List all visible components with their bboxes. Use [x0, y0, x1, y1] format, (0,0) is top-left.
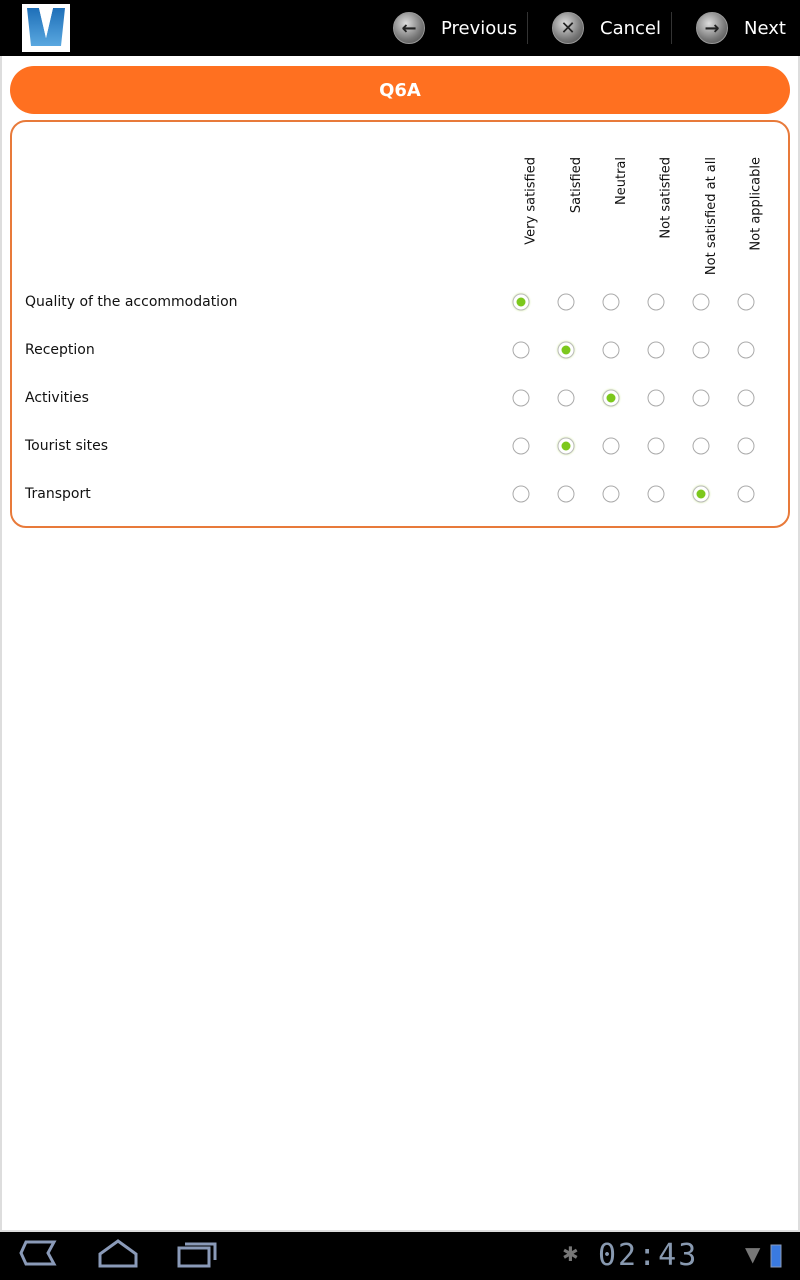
radio-button[interactable] — [602, 389, 620, 407]
radio-button[interactable] — [512, 485, 530, 503]
radio-button[interactable] — [692, 389, 710, 407]
radio-button[interactable] — [512, 389, 530, 407]
radio-button[interactable] — [557, 293, 575, 311]
divider — [527, 12, 528, 44]
column-label: Not applicable — [749, 157, 764, 251]
divider — [671, 12, 672, 44]
radio-button[interactable] — [602, 437, 620, 455]
recent-apps-icon[interactable] — [176, 1238, 220, 1275]
column-header: Not applicable — [744, 157, 764, 277]
battery-icon — [770, 1242, 782, 1275]
radio-button[interactable] — [602, 485, 620, 503]
row-label: Quality of the accommodation — [25, 294, 238, 310]
column-label: Not satisfied — [659, 157, 674, 239]
column-header: Neutral — [609, 157, 629, 277]
question-title: Q6A — [10, 66, 790, 114]
close-icon: ✕ — [552, 12, 584, 44]
radio-button[interactable] — [692, 437, 710, 455]
radio-button[interactable] — [737, 485, 755, 503]
radio-button[interactable] — [692, 485, 710, 503]
next-label: Next — [744, 17, 786, 39]
column-header: Not satisfied — [654, 157, 674, 277]
column-header: Very satisfied — [519, 157, 539, 277]
radio-button[interactable] — [737, 341, 755, 359]
radio-button[interactable] — [737, 437, 755, 455]
cancel-button[interactable]: ✕ Cancel — [552, 0, 661, 56]
radio-button[interactable] — [557, 485, 575, 503]
home-icon[interactable] — [96, 1238, 140, 1275]
column-label: Not satisfied at all — [704, 157, 719, 276]
radio-button[interactable] — [737, 389, 755, 407]
radio-button[interactable] — [602, 293, 620, 311]
row-label: Tourist sites — [25, 438, 109, 454]
app-logo — [22, 4, 70, 52]
radio-button[interactable] — [512, 293, 530, 311]
back-icon[interactable] — [18, 1238, 58, 1275]
radio-button[interactable] — [512, 341, 530, 359]
clock: 02:43 — [598, 1238, 699, 1273]
arrow-right-icon: → — [696, 12, 728, 44]
row-label: Transport — [25, 486, 91, 502]
column-label: Neutral — [614, 157, 629, 205]
content-area — [0, 56, 800, 1232]
row-label: Activities — [25, 390, 89, 406]
column-header: Satisfied — [564, 157, 584, 277]
radio-button[interactable] — [602, 341, 620, 359]
column-header: Not satisfied at all — [699, 157, 719, 277]
radio-button[interactable] — [647, 389, 665, 407]
previous-label: Previous — [441, 17, 518, 39]
next-button[interactable]: → Next — [696, 0, 786, 56]
radio-button[interactable] — [647, 485, 665, 503]
cancel-label: Cancel — [600, 17, 661, 39]
arrow-left-icon: ← — [393, 12, 425, 44]
previous-button[interactable]: ← Previous — [393, 0, 517, 56]
column-label: Very satisfied — [524, 157, 539, 245]
radio-button[interactable] — [647, 293, 665, 311]
radio-button[interactable] — [557, 437, 575, 455]
debug-icon: ✱ — [562, 1242, 579, 1266]
radio-button[interactable] — [512, 437, 530, 455]
column-label: Satisfied — [569, 157, 584, 214]
system-bar: ✱ ▼ — [0, 1232, 800, 1280]
radio-button[interactable] — [737, 293, 755, 311]
radio-button[interactable] — [692, 293, 710, 311]
radio-button[interactable] — [647, 341, 665, 359]
radio-button[interactable] — [692, 341, 710, 359]
radio-button[interactable] — [647, 437, 665, 455]
top-toolbar: ← Previous ✕ Cancel → Next — [0, 0, 800, 56]
question-matrix — [10, 120, 790, 528]
row-label: Reception — [25, 342, 95, 358]
radio-button[interactable] — [557, 341, 575, 359]
radio-button[interactable] — [557, 389, 575, 407]
signal-icon: ▼ — [745, 1242, 761, 1266]
